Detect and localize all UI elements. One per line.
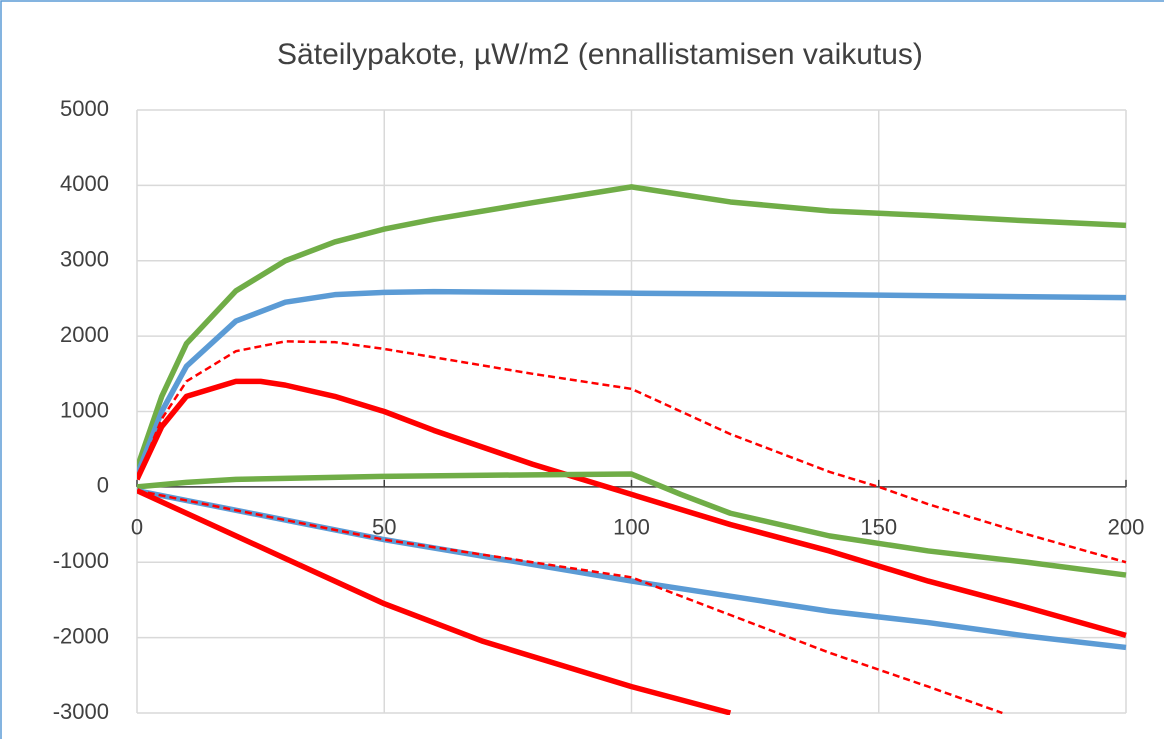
y-tick-label: 5000 (60, 96, 109, 121)
y-tick-label: 4000 (60, 171, 109, 196)
plot-area (137, 184, 1127, 715)
y-tick-label: -2000 (53, 623, 109, 648)
series-line (137, 487, 1127, 651)
y-tick-label: 1000 (60, 397, 109, 422)
series-line (137, 288, 1127, 477)
x-tick-label: 200 (1108, 515, 1145, 540)
y-tick-label: -1000 (53, 548, 109, 573)
series-line (137, 378, 1127, 639)
series-line (137, 489, 1003, 715)
x-tick-label: 100 (613, 515, 650, 540)
x-tick-label: 0 (131, 515, 143, 540)
x-tick-label: 50 (372, 515, 396, 540)
y-tick-label: 2000 (60, 322, 109, 347)
x-tick-label: 150 (860, 515, 897, 540)
y-tick-label: 3000 (60, 247, 109, 272)
y-tick-label: 0 (97, 473, 109, 498)
series-line (137, 340, 1127, 564)
series-line (137, 184, 1127, 469)
series-line (137, 471, 1127, 578)
chart-title: Säteilypakote, µW/m2 (ennallistamisen va… (277, 38, 923, 71)
series-line (137, 488, 732, 715)
y-tick-label: -3000 (53, 699, 109, 724)
tick-labels: -3000 -2000 -1000 0 1000 2000 3000 4000 5000 0 50 1… (53, 96, 1145, 724)
